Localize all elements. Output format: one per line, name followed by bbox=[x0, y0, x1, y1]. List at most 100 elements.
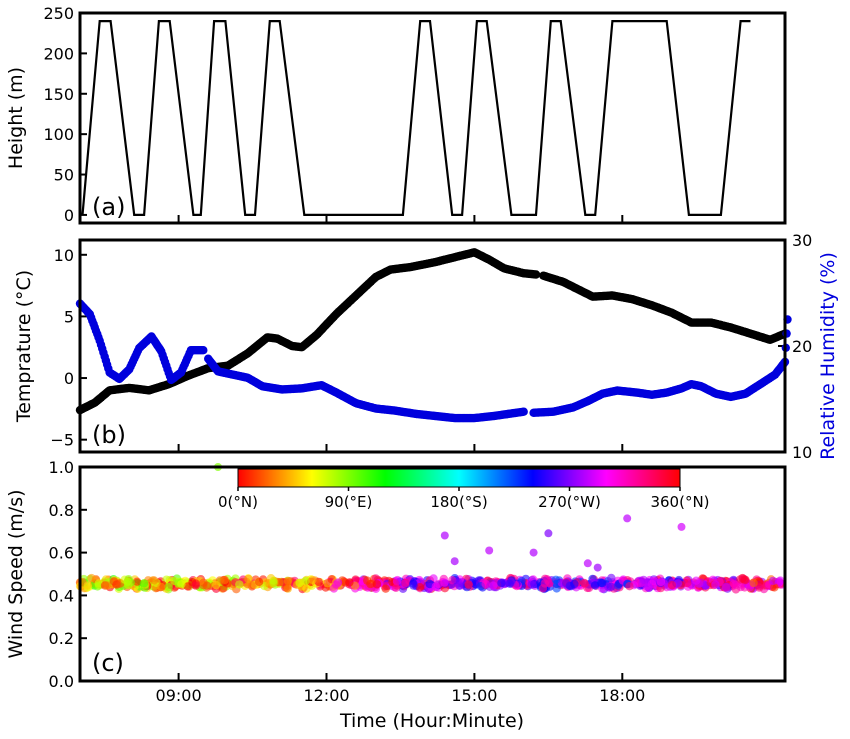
wind-point bbox=[464, 580, 473, 589]
ytick-label: 0 bbox=[64, 206, 74, 225]
colorbar-tick-label: 180(°S) bbox=[430, 493, 487, 511]
panel-c-xlabel: Time (Hour:Minute) bbox=[339, 710, 524, 732]
ytick-label: 0.4 bbox=[49, 586, 74, 605]
wind-point bbox=[283, 576, 293, 586]
wind-point bbox=[768, 576, 778, 586]
wind-point bbox=[191, 581, 200, 590]
wind-point bbox=[149, 576, 159, 585]
xtick-label: 18:00 bbox=[599, 686, 645, 705]
wind-point bbox=[254, 577, 264, 587]
wind-point bbox=[580, 579, 589, 588]
panel-c-ticks: 0.0 0.2 0.4 0.6 0.8 1.0 09:00 12:00 15:00 18:00 bbox=[49, 458, 646, 705]
wind-point bbox=[244, 574, 253, 584]
wind-point bbox=[667, 580, 677, 590]
wind-point bbox=[625, 582, 634, 591]
wind-point bbox=[87, 573, 96, 583]
wind-point bbox=[392, 577, 402, 586]
panel-b-ylabel: Temprature (°C) bbox=[13, 270, 35, 423]
wind-point bbox=[177, 580, 186, 589]
wind-point bbox=[269, 578, 278, 588]
wind-point bbox=[139, 579, 149, 588]
ytick-right-label: 10 bbox=[792, 443, 812, 462]
height-series-line bbox=[81, 20, 751, 216]
wind-point bbox=[749, 578, 758, 588]
wind-point bbox=[497, 578, 506, 588]
panel-a-frame bbox=[78, 11, 787, 225]
ytick-label: 0.2 bbox=[49, 629, 74, 648]
wind-outlier-point bbox=[450, 557, 459, 566]
ytick-right-label: 30 bbox=[792, 231, 812, 250]
colorbar: 0(°N) 90(°E) 180(°S) 270(°W) 360(°N) bbox=[218, 468, 710, 511]
wind-point bbox=[164, 582, 173, 592]
colorbar-tick-label: 270(°W) bbox=[538, 493, 601, 511]
panel-a: 0 50 100 150 200 250 (a) Height (m) bbox=[5, 4, 787, 225]
wind-point bbox=[83, 581, 93, 590]
wind-outlier-point bbox=[677, 522, 686, 531]
wind-point bbox=[366, 579, 375, 589]
wind-point bbox=[212, 580, 221, 590]
wind-point bbox=[132, 577, 142, 586]
ytick-label: 100 bbox=[43, 125, 74, 144]
wind-point bbox=[606, 582, 616, 591]
panel-c: 0.0 0.2 0.4 0.6 0.8 1.0 09:00 12:00 15:00 18:00 0… bbox=[5, 458, 787, 732]
wind-point bbox=[649, 576, 658, 586]
wind-outlier-point bbox=[583, 559, 592, 568]
wind-point bbox=[527, 580, 536, 589]
wind-point bbox=[157, 582, 166, 592]
ytick-label: 0.6 bbox=[49, 544, 74, 563]
panel-c-marks bbox=[75, 463, 787, 594]
wind-outlier-point bbox=[593, 563, 602, 572]
ytick-label: 1.0 bbox=[49, 458, 74, 477]
wind-point bbox=[409, 581, 418, 590]
ytick-label: 10 bbox=[54, 246, 74, 265]
panel-a-label: (a) bbox=[92, 193, 125, 221]
panel-b-marks bbox=[75, 248, 792, 423]
ytick-label: 250 bbox=[43, 4, 74, 23]
wind-point bbox=[551, 575, 561, 584]
ytick-label: 0.8 bbox=[49, 501, 74, 520]
wind-point bbox=[345, 578, 354, 587]
wind-point bbox=[692, 576, 701, 585]
wind-point bbox=[372, 580, 382, 589]
wind-point bbox=[683, 578, 692, 588]
wind-point bbox=[776, 576, 785, 585]
wind-point bbox=[183, 582, 192, 591]
temperature-point bbox=[531, 270, 541, 279]
wind-point bbox=[401, 578, 410, 587]
wind-point bbox=[481, 579, 490, 589]
wind-point bbox=[94, 581, 104, 590]
wind-point bbox=[540, 579, 549, 588]
panel-b-frame bbox=[78, 238, 787, 454]
wind-point bbox=[489, 581, 498, 590]
xtick-label: 15:00 bbox=[451, 686, 497, 705]
panel-b-label: (b) bbox=[92, 421, 126, 449]
colorbar-tick-label: 0(°N) bbox=[218, 493, 258, 511]
wind-outlier-point bbox=[440, 531, 449, 540]
wind-outlier-point bbox=[544, 529, 553, 538]
wind-point bbox=[741, 575, 750, 585]
wind-point bbox=[235, 580, 244, 589]
wind-point bbox=[454, 578, 463, 587]
colorbar-tick-label: 90(°E) bbox=[325, 493, 373, 511]
wind-point bbox=[381, 584, 390, 593]
colorbar-tick-label: 360(°N) bbox=[650, 493, 709, 511]
wind-point bbox=[570, 579, 579, 589]
wind-point bbox=[123, 577, 132, 586]
wind-point bbox=[391, 583, 401, 592]
wind-point bbox=[295, 578, 304, 588]
wind-point bbox=[505, 579, 514, 588]
wind-point bbox=[561, 579, 571, 588]
wind-point bbox=[729, 579, 738, 589]
ytick-label: 200 bbox=[43, 44, 74, 63]
wind-point bbox=[199, 578, 208, 587]
humidity-point bbox=[519, 407, 528, 416]
wind-point bbox=[302, 584, 311, 593]
ytick-label: 0 bbox=[64, 369, 74, 388]
panel-b: −5 0 5 10 10 20 30 (b) Temprature (°C) Relativ… bbox=[13, 231, 839, 462]
wind-outlier-point bbox=[623, 514, 632, 523]
wind-point bbox=[282, 583, 292, 593]
wind-point bbox=[770, 583, 779, 592]
colorbar-bar bbox=[237, 468, 681, 488]
wind-point bbox=[415, 583, 425, 592]
